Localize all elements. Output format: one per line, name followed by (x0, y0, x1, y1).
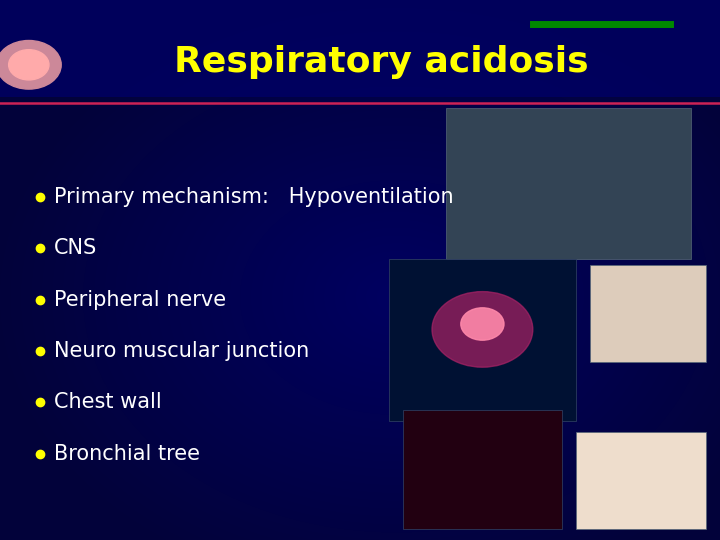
FancyBboxPatch shape (403, 410, 562, 529)
Text: Bronchial tree: Bronchial tree (54, 443, 200, 464)
FancyBboxPatch shape (0, 0, 720, 97)
FancyBboxPatch shape (389, 259, 576, 421)
Circle shape (461, 308, 504, 340)
Text: Neuro muscular junction: Neuro muscular junction (54, 341, 310, 361)
FancyBboxPatch shape (590, 265, 706, 362)
Text: CNS: CNS (54, 238, 97, 259)
Text: Respiratory acidosis: Respiratory acidosis (174, 45, 589, 79)
Circle shape (0, 40, 61, 89)
Text: Chest wall: Chest wall (54, 392, 162, 413)
Circle shape (9, 50, 49, 80)
FancyBboxPatch shape (446, 108, 691, 259)
FancyBboxPatch shape (576, 432, 706, 529)
Circle shape (432, 292, 533, 367)
Text: Peripheral nerve: Peripheral nerve (54, 289, 226, 310)
Text: Primary mechanism:   Hypoventilation: Primary mechanism: Hypoventilation (54, 187, 454, 207)
